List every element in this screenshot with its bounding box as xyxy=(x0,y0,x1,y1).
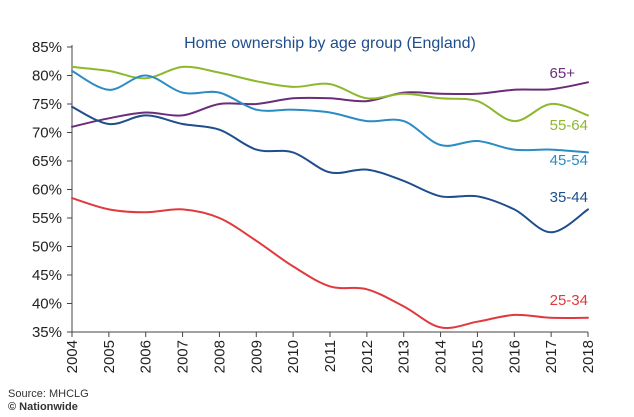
x-tick-label: 2005 xyxy=(101,340,118,373)
x-tick-label: 2008 xyxy=(211,340,228,373)
brand-logo: © Nationwide xyxy=(8,401,78,413)
y-tick-label: 40% xyxy=(32,296,62,313)
x-tick-label: 2016 xyxy=(506,340,523,373)
y-tick-label: 70% xyxy=(32,125,62,142)
series-label: 25-34 xyxy=(550,292,588,309)
y-tick-label: 60% xyxy=(32,182,62,199)
x-tick-label: 2007 xyxy=(175,340,192,373)
x-tick-label: 2015 xyxy=(469,340,486,373)
x-tick-label: 2014 xyxy=(433,340,450,373)
x-tick-label: 2018 xyxy=(580,340,597,373)
source-note: Source: MHCLG xyxy=(8,388,89,400)
series-line-65plus xyxy=(71,81,589,128)
series-label: 35-44 xyxy=(550,189,588,206)
x-ticks: 2004 2005 2006 2007 2008 2009 2010 2011 2012 2013… xyxy=(64,332,597,373)
x-tick-label: 2013 xyxy=(396,340,413,373)
x-tick-label: 2012 xyxy=(359,340,376,373)
series-label: 55-64 xyxy=(550,117,588,134)
y-tick-label: 75% xyxy=(32,96,62,113)
x-tick-label: 2010 xyxy=(285,340,302,373)
x-tick-label: 2004 xyxy=(64,340,81,373)
y-tick-label: 50% xyxy=(32,239,62,256)
series-line-25-34 xyxy=(71,197,589,329)
series-line-35-44 xyxy=(71,105,589,234)
x-tick-label: 2009 xyxy=(248,340,265,373)
y-tick-label: 85% xyxy=(32,39,62,56)
y-tick-label: 80% xyxy=(32,68,62,85)
y-tick-label: 35% xyxy=(32,324,62,341)
y-ticks: 35% 40% 45% 50% 55% 60% 65% 70% 75% 80% 85% xyxy=(32,39,72,341)
series-line-45-54 xyxy=(71,69,589,154)
series-line-55-64 xyxy=(71,65,589,123)
x-tick-label: 2011 xyxy=(322,340,339,372)
series-group xyxy=(71,65,589,329)
x-tick-label: 2006 xyxy=(138,340,155,373)
y-tick-label: 55% xyxy=(32,210,62,227)
series-label: 45-54 xyxy=(550,152,588,169)
chart-title: Home ownership by age group (England) xyxy=(184,35,476,52)
series-label: 65+ xyxy=(550,65,576,82)
y-tick-label: 45% xyxy=(32,267,62,284)
series-labels: 65+ 55-64 45-54 35-44 25-34 xyxy=(550,65,588,309)
y-tick-label: 65% xyxy=(32,153,62,170)
x-tick-label: 2017 xyxy=(543,340,560,373)
